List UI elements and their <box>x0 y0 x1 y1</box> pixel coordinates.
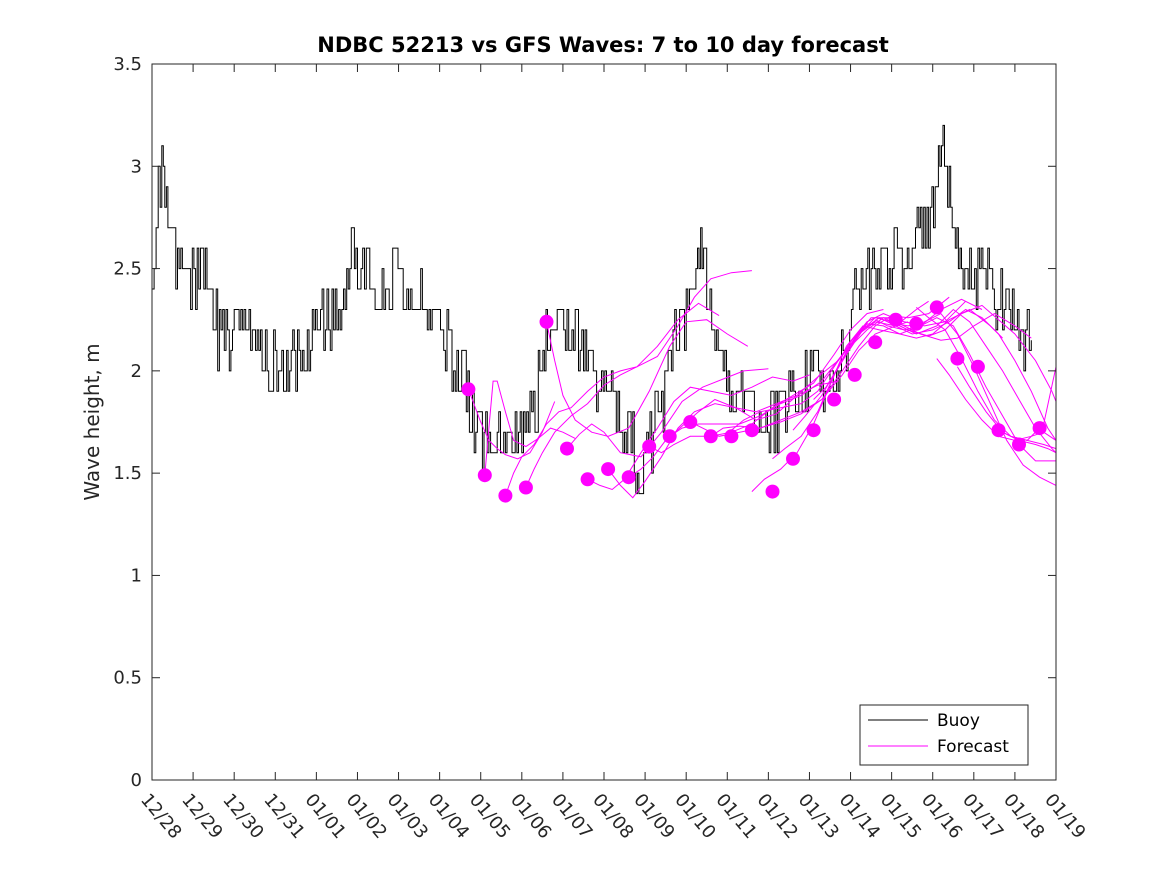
y-tick-label: 1.5 <box>113 463 142 484</box>
forecast-marker <box>888 312 903 327</box>
forecast-marker <box>744 423 759 438</box>
forecast-marker <box>929 300 944 315</box>
forecast-marker <box>498 488 513 503</box>
buoy-series-group <box>152 124 1032 495</box>
forecast-line <box>587 374 810 491</box>
y-tick-label: 2.5 <box>113 259 142 280</box>
y-axis: 0 0.5 1 1.5 2 2.5 3 3.5 <box>113 54 1056 791</box>
forecast-marker <box>539 314 554 329</box>
forecast-marker <box>909 316 924 331</box>
forecast-line <box>504 270 752 496</box>
legend-forecast-label: Forecast <box>937 737 1009 757</box>
y-tick-label: 1 <box>131 565 142 586</box>
forecast-line <box>710 296 950 437</box>
y-tick-label: 0 <box>131 770 142 791</box>
forecast-marker <box>683 415 698 429</box>
forecast-marker <box>642 439 657 454</box>
forecast-line <box>484 380 576 476</box>
forecast-marker-group <box>461 300 1047 503</box>
forecast-marker <box>806 423 821 438</box>
legend-box <box>859 704 1029 766</box>
forecast-line <box>628 339 856 478</box>
forecast-line <box>833 308 1057 441</box>
forecast-marker <box>560 441 574 456</box>
y-axis-label: Wave height, m <box>80 343 104 500</box>
legend-buoy-label: Buoy <box>937 711 980 731</box>
forecast-marker <box>847 367 862 382</box>
forecast-marker <box>827 392 842 407</box>
legend: Buoy Forecast <box>859 704 1029 766</box>
chart-title: NDBC 52213 vs GFS Waves: 7 to 10 day for… <box>317 33 888 57</box>
forecast-marker <box>518 480 533 495</box>
forecast-marker <box>477 468 492 483</box>
forecast-marker <box>1032 421 1047 436</box>
forecast-marker <box>950 351 965 366</box>
forecast-marker <box>765 484 780 499</box>
forecast-line <box>525 302 720 488</box>
forecast-line <box>669 321 909 437</box>
forecast-series-group <box>467 270 1057 499</box>
forecast-marker <box>703 429 718 444</box>
y-tick-label: 3.5 <box>113 54 142 75</box>
forecast-marker <box>662 429 677 444</box>
forecast-line <box>467 389 556 460</box>
forecast-marker <box>868 335 883 350</box>
y-tick-label: 3 <box>131 156 142 177</box>
forecast-marker <box>621 470 636 485</box>
forecast-line <box>998 429 1057 450</box>
forecast-marker <box>970 359 985 374</box>
forecast-line <box>813 304 1057 402</box>
forecast-line <box>854 308 1057 454</box>
plot-area <box>152 64 1056 780</box>
y-tick-label: 0.5 <box>113 668 142 689</box>
forecast-marker <box>1012 437 1026 452</box>
forecast-marker <box>580 472 595 487</box>
forecast-marker <box>601 462 616 477</box>
forecast-marker <box>461 382 476 397</box>
y-tick-label: 2 <box>131 361 142 382</box>
forecast-line <box>546 319 749 437</box>
forecast-line <box>648 309 884 454</box>
forecast-marker <box>991 423 1006 438</box>
buoy-line <box>152 124 1032 495</box>
forecast-marker <box>786 451 800 466</box>
forecast-marker <box>724 429 739 444</box>
